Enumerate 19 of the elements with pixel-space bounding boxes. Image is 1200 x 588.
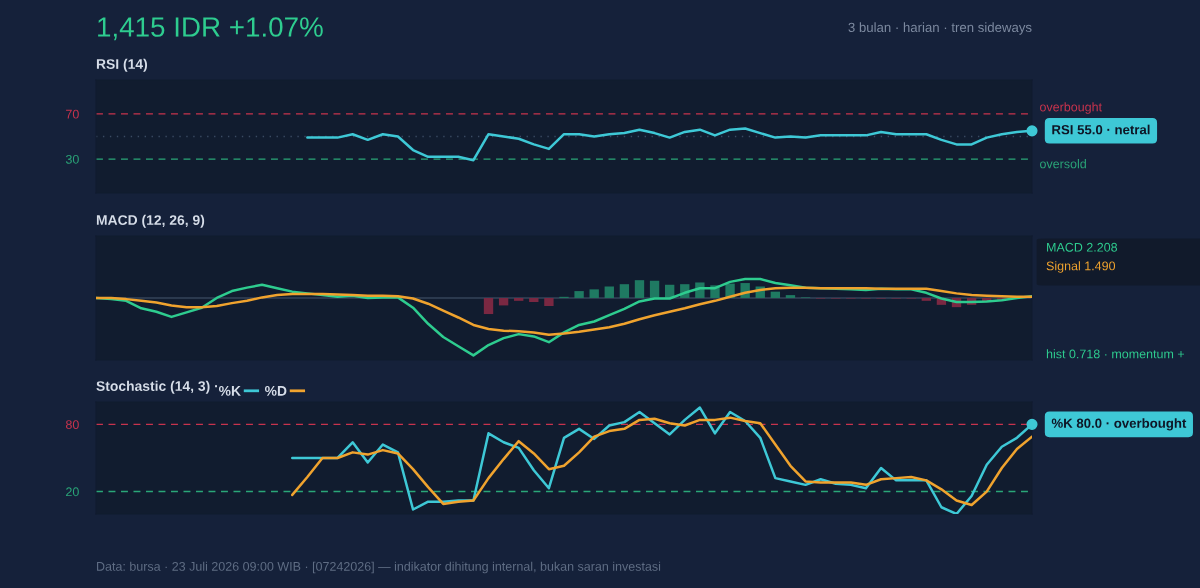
chart-title: Stochastic (14, 3) · <box>96 380 218 394</box>
legend-label: %K <box>218 386 241 396</box>
text: %K 80.0 · overbought <box>1051 418 1187 431</box>
text: Data: bursa · 23 Juli 2026 09:00 WIB · [07242026] — indikator dihitung internal, bukan saran investasi <box>97 561 661 574</box>
text: 1,415 IDR +1.07% <box>98 17 323 41</box>
y-tick-label: 20 <box>66 487 79 497</box>
y-tick-label: 30 <box>65 154 79 164</box>
text: RSI 55.0 · netral <box>1052 124 1150 135</box>
text: hist 0.718 · momentum + <box>1046 349 1185 359</box>
text: MACD 2.208 <box>1047 242 1118 252</box>
chart-title: MACD (12, 26, 9) <box>96 214 205 228</box>
chart-title: RSI (14) <box>96 58 148 72</box>
ref-line-label: overbought <box>1040 102 1102 114</box>
text: 3 bulan · harian · tren sideways <box>848 22 1032 35</box>
y-tick-label: 70 <box>66 109 79 119</box>
y-tick-label: 80 <box>65 420 79 430</box>
text: Signal 1.490 <box>1046 261 1116 273</box>
ref-line-label: oversold <box>1040 159 1086 169</box>
legend-label: %D <box>264 386 287 396</box>
